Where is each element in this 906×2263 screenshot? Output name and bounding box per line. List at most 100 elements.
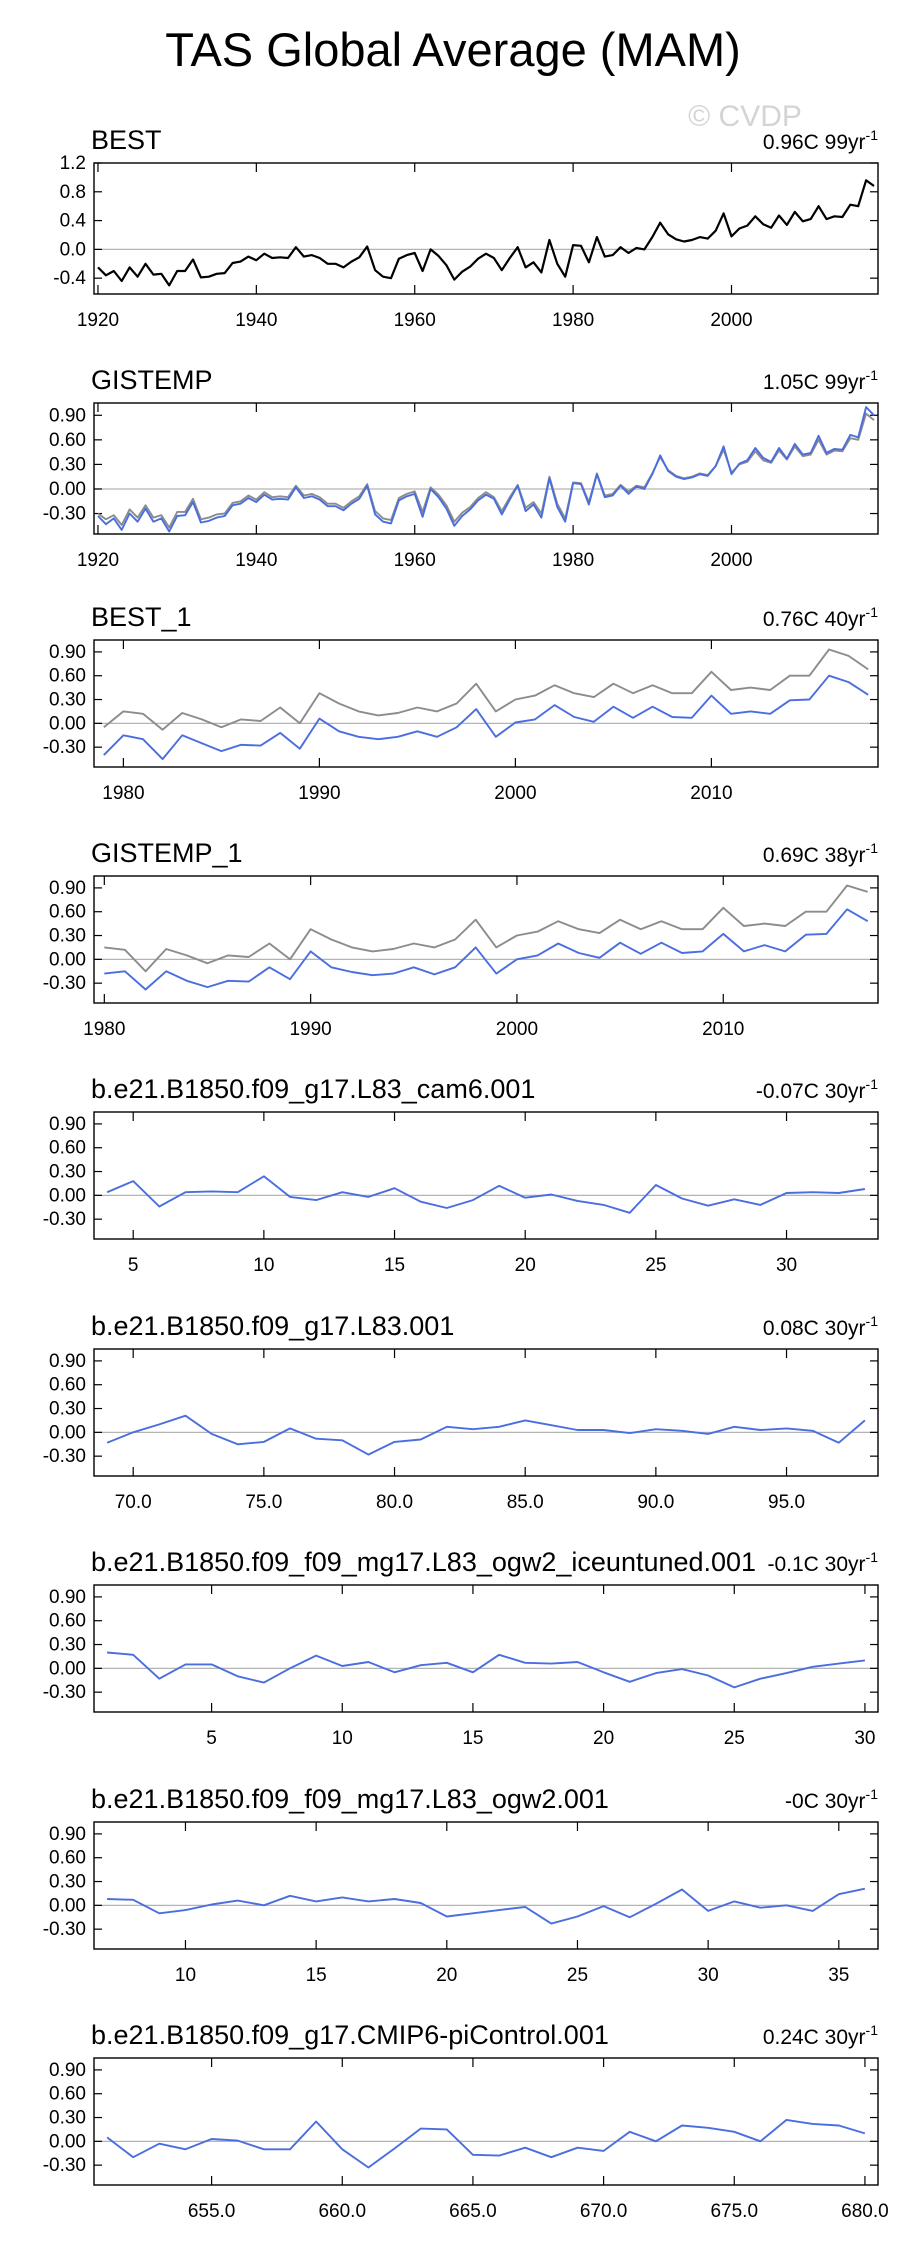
x-tick-label: 680.0 [841,2201,889,2222]
x-tick-label: 90.0 [637,1492,674,1513]
x-tick-label: 1980 [83,1019,125,1040]
trend-exponent: -1 [866,840,879,856]
trend-label: 0.96C 99yr-1 [763,127,878,154]
y-tick-label: 0.90 [49,2060,86,2081]
x-tick-label: 1990 [289,1019,331,1040]
panel-title: BEST_1 [91,602,192,632]
y-tick-label: -0.4 [53,268,86,289]
x-tick-label: 2010 [690,783,732,804]
figure-title: TAS Global Average (MAM) [165,23,741,76]
x-tick-label: 1980 [552,310,594,331]
plot-frame [93,162,879,295]
trend-value: 0.69C 38yr [763,844,866,867]
x-tick-label: 25 [567,1965,588,1986]
y-tick-label: -0.30 [43,973,86,994]
x-tick-label: 665.0 [449,2201,497,2222]
trend-value: 0.96C 99yr [763,131,866,154]
x-tick-label: 1920 [77,310,119,331]
y-tick-label: 0.00 [49,479,86,500]
panel-cmip6-picontrol-001: b.e21.B1850.f09_g17.CMIP6-piControl.001 0… [43,2020,889,2222]
plot-frame [93,402,879,535]
y-tick-label: 0.00 [49,1422,86,1443]
plot-frame [93,1821,879,1950]
x-tick-label: 75.0 [245,1492,282,1513]
panel-cam6-001: b.e21.B1850.f09_g17.L83_cam6.001 -0.07C 3… [43,1074,879,1276]
trend-value: -0.1C 30yr [768,1553,866,1576]
x-tick-label: 10 [332,1728,353,1749]
y-tick-label: -0.30 [43,1446,86,1467]
panel-ogw2-iceuntuned-001: b.e21.B1850.f09_f09_mg17.L83_ogw2_iceunt… [43,1547,879,1749]
x-tick-label: 95.0 [768,1492,805,1513]
x-tick-label: 5 [128,1255,139,1276]
y-tick-label: 0.90 [49,1114,86,1135]
y-tick-label: 0.90 [49,878,86,899]
x-tick-label: 1980 [102,783,144,804]
trend-exponent: -1 [866,1786,879,1802]
x-tick-label: 2000 [494,783,536,804]
trend-label: 0.24C 30yr-1 [763,2022,878,2049]
x-tick-label: 10 [175,1965,196,1986]
plot-frame [93,639,879,768]
panel-title: GISTEMP_1 [91,838,243,868]
x-tick-label: 80.0 [376,1492,413,1513]
plot-frame [93,2057,879,2186]
y-tick-label: 1.2 [60,153,86,174]
x-tick-label: 30 [698,1965,719,1986]
panel-title: GISTEMP [91,365,213,395]
trend-exponent: -1 [866,2022,879,2038]
x-tick-label: 35 [828,1965,849,1986]
panel-best-1: BEST_1 0.76C 40yr-1 -0.30 0.000.30 0.60 0.90 1… [43,602,879,804]
y-tick-label: 0.60 [49,1611,86,1632]
x-tick-label: 1990 [298,783,340,804]
trend-value: 0.76C 40yr [763,608,866,631]
series-line [97,179,875,287]
trend-exponent: -1 [866,1549,879,1565]
x-tick-label: 20 [515,1255,536,1276]
y-tick-label: 0.00 [49,2131,86,2152]
panel-title: b.e21.B1850.f09_g17.L83_cam6.001 [91,1074,535,1104]
x-tick-label: 25 [645,1255,666,1276]
y-tick-label: 0.60 [49,902,86,923]
x-tick-label: 670.0 [580,2201,628,2222]
series-line [107,1651,866,1689]
series-line [107,1887,866,1925]
trend-exponent: -1 [866,367,879,383]
x-tick-label: 655.0 [188,2201,236,2222]
y-tick-label: 0.60 [49,430,86,451]
y-tick-label: 0.00 [49,713,86,734]
y-tick-label: 0.0 [60,239,86,260]
x-tick-label: 85.0 [507,1492,544,1513]
panel-title: b.e21.B1850.f09_g17.CMIP6-piControl.001 [91,2020,609,2050]
x-tick-label: 20 [436,1965,457,1986]
series-line [104,908,869,991]
trend-label: -0.1C 30yr-1 [768,1549,879,1576]
y-tick-label: 0.00 [49,1895,86,1916]
x-tick-label: 30 [776,1255,797,1276]
trend-value: -0.07C 30yr [756,1080,866,1103]
x-tick-label: 70.0 [115,1492,152,1513]
y-tick-label: 0.90 [49,1824,86,1845]
x-tick-label: 1940 [235,310,277,331]
x-tick-label: 15 [306,1965,327,1986]
series-line [106,1175,866,1214]
watermark: © CVDP [688,100,802,133]
panel-title: b.e21.B1850.f09_f09_mg17.L83_ogw2_iceunt… [91,1547,756,1577]
x-tick-label: 1960 [394,310,436,331]
x-tick-label: 30 [854,1728,875,1749]
y-tick-label: 0.90 [49,1351,86,1372]
series-line [97,406,875,533]
x-tick-label: 2000 [710,550,752,571]
y-tick-label: 0.60 [49,2084,86,2105]
trend-exponent: -1 [866,604,879,620]
series-line [103,674,869,761]
panel-gistemp-1: GISTEMP_1 0.69C 38yr-1 -0.30 0.000.30 0.60 0.… [43,838,879,1040]
y-tick-label: 0.90 [49,405,86,426]
x-tick-label: 2000 [496,1019,538,1040]
plot-frame [93,1584,879,1713]
trend-label: -0.07C 30yr-1 [756,1076,878,1103]
y-tick-label: 0.4 [60,211,87,232]
y-tick-label: 0.30 [49,690,86,711]
plot-frame [93,875,879,1004]
x-tick-label: 1980 [552,550,594,571]
